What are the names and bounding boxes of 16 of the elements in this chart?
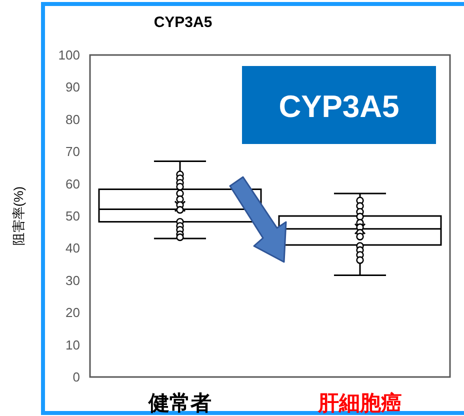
y-tick-label: 0: [72, 370, 80, 384]
y-tick-label: 70: [66, 144, 80, 160]
chart-title: CYP3A5: [154, 14, 212, 31]
x-tick-label: 健常者: [148, 392, 212, 415]
y-tick-label: 30: [66, 272, 80, 288]
y-tick-label: 50: [66, 208, 80, 224]
y-tick-label: 10: [66, 337, 80, 352]
y-axis-title: 阻害率(%): [11, 186, 26, 246]
y-tick-label: 40: [66, 240, 80, 256]
y-tick-label: 80: [66, 112, 80, 127]
annotation: CYP3A5: [278, 89, 400, 124]
x-tick-label: 肝細胞癌: [317, 391, 402, 415]
y-tick-label: 60: [66, 176, 80, 192]
y-tick-label: 100: [58, 48, 80, 62]
y-tick-label: 20: [66, 305, 80, 320]
y-tick-label: 90: [66, 80, 80, 95]
